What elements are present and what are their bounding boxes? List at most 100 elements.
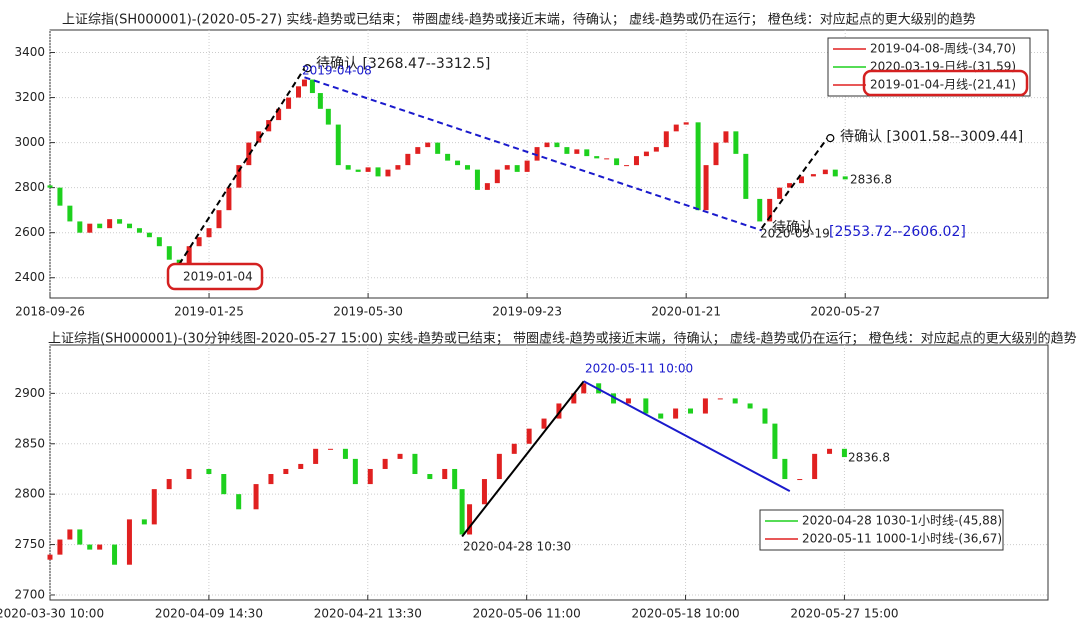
- candle: [67, 205, 73, 222]
- candle: [474, 169, 480, 190]
- candle: [841, 448, 847, 458]
- candle: [723, 131, 729, 143]
- x-tick-label: 2019-05-30: [333, 305, 403, 319]
- candle: [117, 219, 123, 224]
- candle: [733, 131, 739, 154]
- candle: [126, 519, 132, 565]
- chart-title: 上证综指(SH000001)-(30分钟线图-2020-05-27 15:00)…: [48, 331, 1077, 347]
- trend-end-marker: [303, 64, 312, 73]
- y-tick-label: 3000: [14, 135, 45, 149]
- candle: [355, 169, 361, 172]
- candle: [283, 468, 289, 475]
- candle: [494, 169, 500, 184]
- candle: [309, 79, 315, 94]
- candle: [703, 165, 709, 211]
- x-tick-label: 2020-05-06 11:00: [473, 607, 581, 621]
- candle: [663, 131, 669, 148]
- candle: [382, 458, 388, 469]
- x-tick-label: 2020-05-18 10:00: [631, 607, 739, 621]
- candle: [688, 408, 694, 414]
- candle: [747, 403, 753, 409]
- candle: [176, 259, 182, 265]
- x-tick-label: 2020-03-30 10:00: [0, 607, 104, 621]
- trend-line: [304, 76, 763, 232]
- candle: [352, 458, 358, 485]
- candle: [797, 479, 803, 481]
- candle: [236, 494, 242, 510]
- candle: [584, 149, 590, 157]
- candle: [524, 160, 530, 172]
- candle: [452, 468, 458, 490]
- candle: [385, 169, 391, 177]
- candle: [611, 393, 617, 404]
- candle: [564, 147, 570, 154]
- legend-label: 2020-05-11 1000-1小时线-(36,67): [802, 532, 1002, 546]
- trend-line: [178, 67, 306, 265]
- candle: [345, 165, 351, 170]
- candle: [253, 484, 259, 510]
- trend-line: [583, 380, 791, 493]
- candle: [798, 176, 804, 184]
- y-tick-label: 2400: [14, 270, 45, 284]
- x-tick-label: 2020-04-21 13:30: [314, 607, 422, 621]
- y-tick-label: 2800: [14, 487, 45, 501]
- legend-label: 2020-04-28 1030-1小时线-(45,88): [802, 514, 1002, 528]
- candle: [435, 142, 441, 154]
- candle: [514, 165, 520, 172]
- candle: [166, 246, 172, 260]
- candle: [762, 408, 768, 424]
- y-tick-label: 2600: [14, 225, 45, 239]
- candle: [842, 176, 848, 180]
- candle: [695, 122, 701, 211]
- y-tick-label: 2750: [14, 537, 45, 551]
- candle: [743, 153, 749, 199]
- candle: [47, 554, 53, 560]
- candle: [301, 79, 307, 87]
- candle: [496, 453, 502, 480]
- candle: [77, 529, 83, 545]
- candle: [614, 158, 620, 166]
- x-tick-label: 2020-05-27 15:00: [790, 607, 898, 621]
- candle: [427, 474, 433, 480]
- candle: [534, 147, 540, 161]
- candle: [151, 489, 157, 525]
- candle: [732, 398, 738, 404]
- candle: [226, 187, 232, 211]
- x-tick-label: 2020-01-21: [651, 305, 721, 319]
- candle: [658, 413, 664, 419]
- candle: [196, 237, 202, 247]
- candle: [581, 383, 587, 394]
- candle: [643, 151, 649, 157]
- candle: [717, 398, 723, 400]
- y-tick-label: 2900: [14, 386, 45, 400]
- legend-label: 2020-03-19-日线-(31,59): [870, 60, 1016, 74]
- candle: [467, 504, 473, 535]
- candle: [767, 198, 773, 222]
- candle: [367, 468, 373, 485]
- x-tick-label: 2019-01-25: [174, 305, 244, 319]
- candle: [256, 131, 262, 143]
- candle: [286, 97, 292, 109]
- x-tick-label: 2018-09-26: [15, 305, 85, 319]
- candle: [186, 246, 192, 265]
- candle: [276, 108, 282, 121]
- candle: [335, 124, 341, 166]
- candle: [683, 122, 689, 125]
- candle: [156, 237, 162, 247]
- candle: [554, 142, 560, 148]
- candle: [464, 165, 470, 170]
- candle: [412, 453, 418, 475]
- legend-box: [759, 509, 1004, 551]
- candle: [107, 219, 113, 229]
- candle: [757, 198, 763, 222]
- candle: [236, 165, 242, 188]
- candle: [186, 468, 192, 480]
- candle: [77, 221, 83, 233]
- candle: [782, 458, 788, 480]
- candle: [365, 167, 371, 172]
- candle: [328, 448, 334, 450]
- candle: [484, 183, 490, 190]
- candle: [459, 489, 465, 535]
- candle: [827, 448, 833, 454]
- candle: [136, 228, 142, 233]
